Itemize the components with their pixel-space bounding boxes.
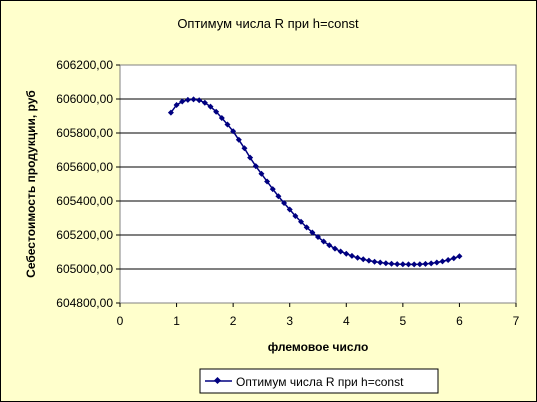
plot-area <box>119 64 517 304</box>
data-point <box>360 256 367 263</box>
data-point <box>196 97 203 104</box>
y-tick-label: 604800,00 <box>56 296 113 310</box>
x-tick-label: 4 <box>343 314 350 328</box>
data-point <box>365 257 372 264</box>
data-point <box>213 108 220 115</box>
x-tick-label: 3 <box>286 314 293 328</box>
y-tick-label: 605600,00 <box>56 160 113 174</box>
data-point <box>320 238 327 245</box>
legend: Оптимум числа R при h=const <box>199 368 439 394</box>
data-point <box>377 259 384 266</box>
data-point <box>275 193 282 200</box>
x-axis-ticks: 0 1 2 3 4 5 6 7 <box>117 303 520 328</box>
x-tick-label: 0 <box>117 314 124 328</box>
data-point <box>315 234 321 241</box>
data-point <box>286 206 293 213</box>
y-tick-label: 605800,00 <box>56 126 113 140</box>
legend-label: Оптимум числа R при h=const <box>236 375 404 389</box>
data-point <box>348 252 355 259</box>
data-point <box>179 98 186 105</box>
y-axis-ticks: 604800,00 605000,00 605200,00 605400,00 6056… <box>56 58 120 310</box>
data-point <box>337 248 344 255</box>
data-point <box>224 121 231 128</box>
y-axis-label: Себестоимость продукции, руб <box>24 90 38 278</box>
data-point <box>422 260 429 267</box>
y-tick-label: 605200,00 <box>56 228 113 242</box>
x-axis-label: флемовое число <box>268 340 369 354</box>
data-point <box>309 229 316 236</box>
data-point <box>247 154 254 161</box>
data-point <box>331 245 338 252</box>
data-point <box>190 96 197 103</box>
y-tick-label: 606200,00 <box>56 58 113 72</box>
data-point <box>394 261 401 268</box>
y-tick-label: 605400,00 <box>56 194 113 208</box>
data-point <box>173 101 180 108</box>
data-point <box>405 261 412 268</box>
data-point <box>218 115 225 122</box>
x-tick-label: 6 <box>456 314 463 328</box>
x-tick-label: 5 <box>400 314 407 328</box>
legend-box <box>199 368 439 394</box>
x-tick-label: 2 <box>230 314 237 328</box>
data-point <box>450 255 457 262</box>
data-point <box>416 261 423 268</box>
y-tick-label: 606000,00 <box>56 92 113 106</box>
chart-title: Оптимум числа R при h=const <box>177 16 359 31</box>
data-point <box>167 109 174 116</box>
x-tick-label: 7 <box>513 314 520 328</box>
data-point <box>456 253 463 260</box>
data-point <box>399 261 406 268</box>
data-point <box>264 178 271 185</box>
data-point <box>230 128 237 135</box>
data-point <box>184 96 191 103</box>
data-point <box>439 258 446 265</box>
data-point <box>411 261 418 268</box>
gridlines <box>120 98 516 270</box>
data-point <box>292 212 299 219</box>
data-point <box>343 250 350 257</box>
data-point <box>445 256 452 263</box>
data-point <box>382 260 389 267</box>
data-point <box>326 242 333 249</box>
data-point <box>433 259 440 266</box>
data-point <box>371 258 378 265</box>
data-point <box>207 103 214 110</box>
data-point <box>281 200 288 207</box>
data-point <box>428 260 435 267</box>
x-tick-label: 1 <box>173 314 180 328</box>
data-point <box>241 145 248 152</box>
series-group <box>167 96 463 268</box>
data-point <box>269 186 276 193</box>
data-point <box>388 260 395 267</box>
data-point <box>252 163 259 170</box>
data-point <box>354 254 361 261</box>
data-point <box>298 218 305 225</box>
data-point <box>201 99 208 106</box>
data-point <box>258 170 265 177</box>
y-tick-label: 605000,00 <box>56 262 113 276</box>
data-point <box>303 224 310 231</box>
legend-marker <box>213 376 222 385</box>
data-point <box>235 136 242 143</box>
